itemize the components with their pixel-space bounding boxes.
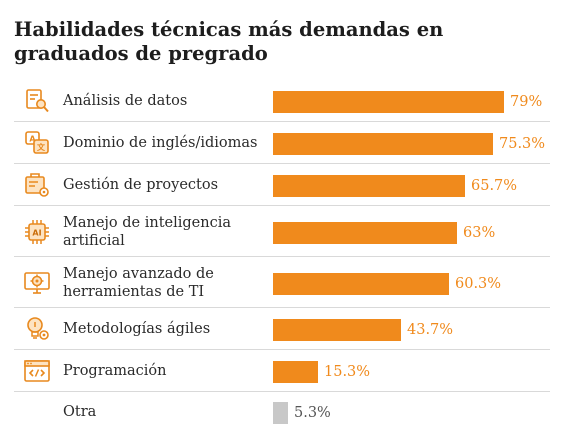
- bar: [273, 133, 493, 155]
- category-label: Otra: [63, 404, 97, 420]
- row-divider: [14, 307, 550, 308]
- bar-row-analisis-de-datos: Análisis de datos 79%: [14, 80, 550, 122]
- category-label: Dominio de inglés/idiomas: [63, 135, 258, 151]
- svg-text:文: 文: [37, 142, 46, 152]
- value-label: 60.3%: [455, 276, 502, 292]
- category-label: Gestión de proyectos: [63, 177, 219, 193]
- row-divider: [14, 256, 550, 257]
- bar: [273, 222, 457, 244]
- row-divider: [14, 121, 550, 122]
- bar: [273, 361, 318, 383]
- bar-row-dominio-de-ingles-idiomas: A 文 Dominio de inglés/idiomas 75.3%: [14, 122, 550, 164]
- value-label: 15.3%: [324, 364, 371, 380]
- bar: [273, 91, 504, 113]
- project-management-icon: [23, 171, 51, 199]
- it-tools-icon: [23, 269, 51, 297]
- value-label: 43.7%: [407, 322, 454, 338]
- svg-text:AI: AI: [32, 229, 41, 238]
- svg-text:A: A: [29, 135, 36, 144]
- bar-row-manejo-avanzado-de-herramientas-de-ti: Manejo avanzado de herramientas de TI 60.…: [14, 257, 550, 308]
- row-divider: [14, 349, 550, 350]
- bar-row-metodologias-agiles: Metodologías ágiles 43.7%: [14, 308, 550, 350]
- row-divider: [14, 163, 550, 164]
- data-analysis-icon: [23, 87, 51, 115]
- bar: [273, 175, 465, 197]
- bar: [273, 319, 401, 341]
- category-label: Análisis de datos: [63, 93, 188, 109]
- bar: [273, 402, 288, 424]
- bar-row-otra: Otra 5.3%: [14, 392, 550, 432]
- value-label: 63%: [463, 225, 496, 241]
- category-label: Programación: [63, 363, 167, 379]
- bar-row-manejo-de-inteligencia-artificial: AI Manejo de inteligencia artificial 63%: [14, 206, 550, 257]
- category-label: Manejo avanzado de herramientas de TI: [63, 266, 214, 300]
- category-label: Manejo de inteligencia artificial: [63, 215, 231, 249]
- row-divider: [14, 391, 550, 392]
- value-label: 79%: [510, 94, 543, 110]
- agile-lightbulb-icon: [23, 315, 51, 343]
- ai-chip-icon: AI: [23, 218, 51, 246]
- code-window-icon: [23, 357, 51, 385]
- bar-row-gestion-de-proyectos: Gestión de proyectos 65.7%: [14, 164, 550, 206]
- category-label: Metodologías ágiles: [63, 321, 211, 337]
- chart-title: Habilidades técnicas más demandas en gra…: [14, 18, 444, 65]
- bar-row-programacion: Programación 15.3%: [14, 350, 550, 392]
- value-label: 65.7%: [471, 178, 518, 194]
- value-label: 5.3%: [294, 405, 331, 421]
- row-divider: [14, 205, 550, 206]
- value-label: 75.3%: [499, 136, 546, 152]
- bar: [273, 273, 449, 295]
